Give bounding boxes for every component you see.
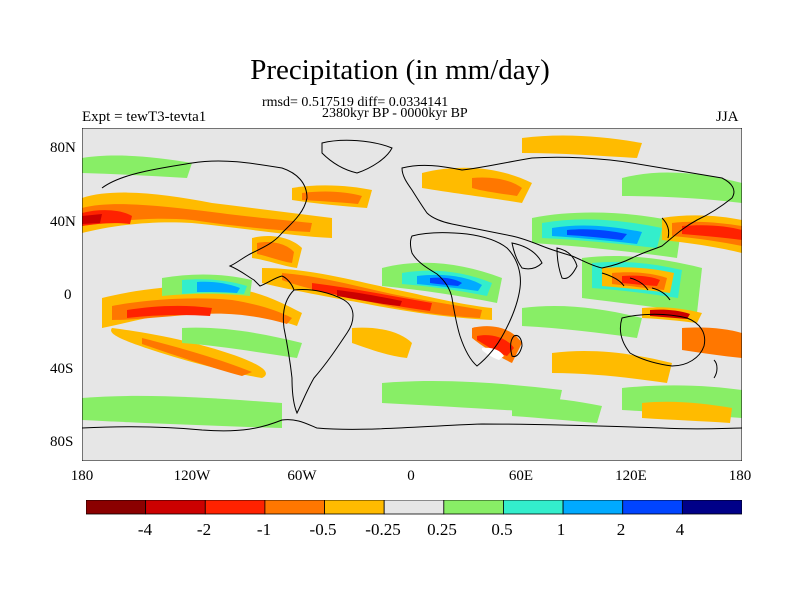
lon-tick-0: 0 — [407, 468, 415, 484]
rmsd-diff-stats: rmsd= 0.517519 diff= 0.0334141 — [262, 95, 449, 110]
lon-tick-60w: 60W — [287, 468, 317, 484]
lon-tick-120w: 120W — [173, 468, 211, 484]
experiment-label: Expt = tewT3-tevta1 — [82, 109, 207, 125]
colorbar-label-minus-2: -2 — [196, 520, 212, 539]
lat-tick-40s: 40S — [50, 361, 74, 377]
colorbar-box — [562, 500, 624, 515]
map-title: Precipitation (in mm/day) — [250, 54, 550, 86]
lat-tick-0: 0 — [64, 287, 72, 303]
colorbar-box — [145, 500, 206, 515]
colorbar-label-2: 2 — [616, 520, 626, 539]
period-label: 2380kyr BP - 0000kyr BP — [322, 106, 468, 121]
colorbar — [86, 500, 742, 515]
colorbar-box — [503, 500, 564, 515]
lat-tick-40n: 40N — [50, 214, 76, 230]
colorbar-label-1: 1 — [556, 520, 566, 539]
lon-tick-180e: 180 — [728, 468, 752, 484]
lon-tick-60e: 60E — [508, 468, 534, 484]
colorbar-label-4: 4 — [675, 520, 685, 539]
colorbar-box — [622, 500, 683, 515]
lat-tick-80n: 80N — [50, 140, 76, 156]
colorbar-box — [86, 500, 147, 515]
colorbar-box — [264, 500, 325, 515]
colorbar-box — [204, 500, 266, 515]
coastlines — [82, 139, 742, 432]
colorbar-label-minus-4: -4 — [137, 520, 153, 539]
lon-tick-120e: 120E — [615, 468, 647, 484]
lon-tick-180w: 180 — [70, 468, 94, 484]
colorbar-box — [383, 500, 445, 515]
precipitation-anomaly-map — [82, 128, 742, 461]
colorbar-box — [324, 500, 385, 515]
colorbar-label-minus-1: -1 — [256, 520, 272, 539]
colorbar-label-0-25: 0.25 — [427, 520, 457, 539]
season-label: JJA — [716, 109, 739, 125]
colorbar-label-0-5: 0.5 — [491, 520, 513, 539]
colorbar-box — [681, 500, 742, 515]
lat-tick-80s: 80S — [50, 434, 74, 450]
anomaly-fields — [82, 135, 742, 428]
colorbar-label-minus-0-25: -0.25 — [365, 520, 401, 539]
colorbar-label-minus-0-5: -0.5 — [309, 520, 337, 539]
colorbar-box — [443, 500, 504, 515]
